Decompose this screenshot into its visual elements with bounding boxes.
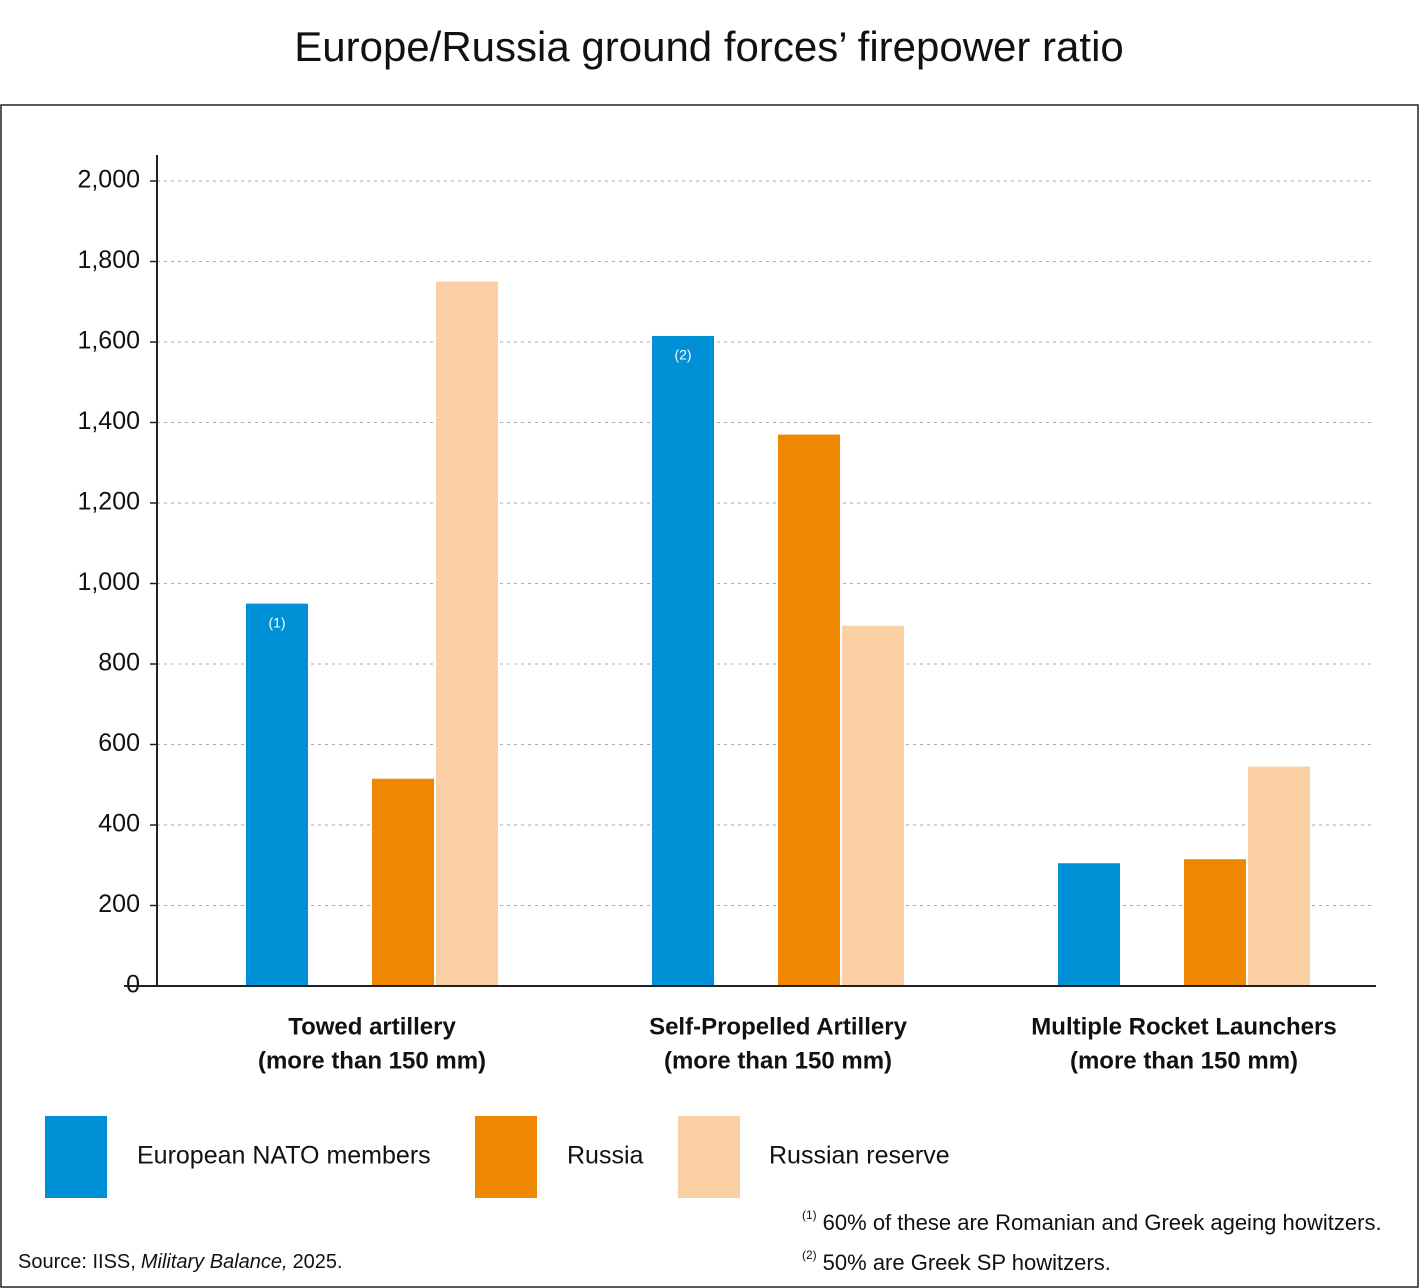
y-tick-label: 2,000 <box>77 166 140 194</box>
bar <box>436 281 498 986</box>
bar <box>246 603 308 986</box>
bar-note: (1) <box>268 614 285 630</box>
x-tick-label: Multiple Rocket Launchers <box>1031 1013 1336 1040</box>
bar <box>1248 766 1310 986</box>
source-prefix: Source: IISS, <box>18 1251 136 1273</box>
bar <box>372 778 434 986</box>
y-tick-label: 1,800 <box>77 246 140 274</box>
y-tick-label: 1,000 <box>77 568 140 596</box>
footnote-text: 50% are Greek SP howitzers. <box>823 1250 1111 1275</box>
legend-label: European NATO members <box>137 1142 431 1170</box>
y-tick-label: 400 <box>98 810 140 838</box>
y-tick-label: 1,600 <box>77 327 140 355</box>
legend-swatch <box>475 1116 537 1198</box>
x-tick-label: (more than 150 mm) <box>1070 1047 1298 1074</box>
y-tick-label: 600 <box>98 729 140 757</box>
x-tick-label: Towed artillery <box>288 1013 456 1040</box>
y-tick-label: 200 <box>98 890 140 918</box>
x-tick-label: Self-Propelled Artillery <box>649 1013 908 1040</box>
footnote: (2) 50% are Greek SP howitzers. <box>802 1248 1111 1275</box>
source: Source: IISS, Military Balance, 2025. <box>18 1251 343 1273</box>
footnote-marker: (2) <box>802 1248 817 1262</box>
frame <box>0 104 1419 1288</box>
source-title: Military Balance, <box>141 1251 288 1273</box>
bar <box>1184 859 1246 986</box>
legend-swatch <box>45 1116 107 1198</box>
chart-title: Europe/Russia ground forces’ firepower r… <box>294 23 1124 70</box>
legend-label: Russia <box>567 1142 644 1170</box>
footnote-marker: (1) <box>802 1208 817 1222</box>
bar <box>652 335 714 986</box>
bar <box>778 434 840 986</box>
legend-swatch <box>678 1116 740 1198</box>
bar <box>842 625 904 986</box>
y-tick-label: 800 <box>98 649 140 677</box>
x-tick-label: (more than 150 mm) <box>664 1047 892 1074</box>
source-suffix: 2025. <box>293 1251 343 1273</box>
y-tick-label: 1,200 <box>77 488 140 516</box>
footnote-text: 60% of these are Romanian and Greek agei… <box>823 1210 1382 1235</box>
y-tick-label: 0 <box>126 971 140 999</box>
x-tick-label: (more than 150 mm) <box>258 1047 486 1074</box>
legend-label: Russian reserve <box>769 1142 950 1170</box>
y-tick-label: 1,400 <box>77 407 140 435</box>
footnote: (1) 60% of these are Romanian and Greek a… <box>802 1208 1382 1235</box>
bar <box>1058 863 1120 986</box>
bar-note: (2) <box>674 347 691 363</box>
